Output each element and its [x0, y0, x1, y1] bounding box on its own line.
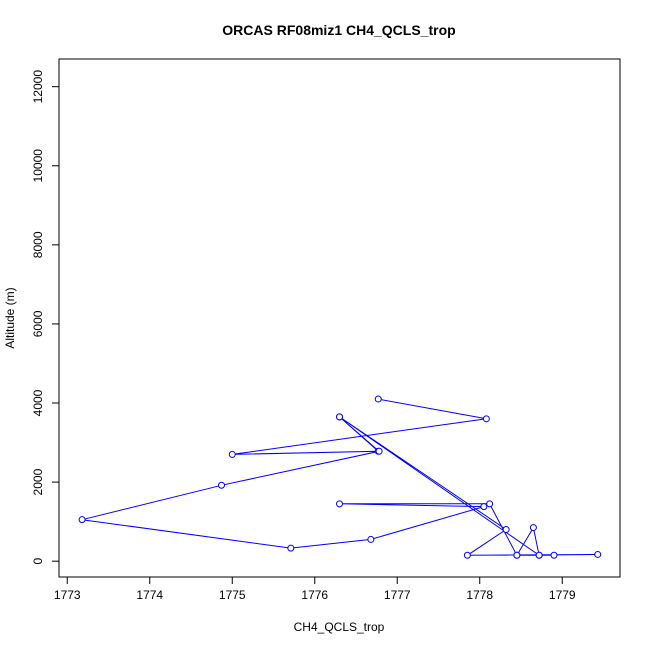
data-point — [480, 503, 488, 511]
data-point — [482, 415, 490, 423]
data-point — [336, 500, 343, 508]
plot-frame — [58, 58, 621, 578]
x-tick-label: 1774 — [136, 588, 163, 602]
data-point — [550, 551, 558, 559]
x-tick-label: 1779 — [549, 588, 576, 602]
data-point — [374, 395, 382, 403]
x-tick-label: 1778 — [466, 588, 493, 602]
x-tick-label: 1775 — [219, 588, 246, 602]
y-tick-label: 12000 — [31, 70, 45, 104]
data-point — [78, 516, 86, 524]
x-tick-label: 1777 — [384, 588, 411, 602]
x-axis: 1773 1774 1775 1776 1777 1778 1779 — [54, 576, 576, 602]
data-point — [502, 526, 510, 534]
chart-title: ORCAS RF08miz1 CH4_QCLS_trop — [222, 22, 455, 38]
data-point — [287, 544, 295, 552]
data-point — [529, 524, 537, 532]
data-point — [463, 551, 471, 559]
x-tick-label: 1773 — [54, 588, 81, 602]
x-tick-label: 1776 — [301, 588, 328, 602]
x-axis-label: CH4_QCLS_trop — [294, 620, 385, 634]
data-point — [336, 413, 343, 421]
y-tick-label: 10000 — [31, 149, 45, 183]
y-tick-label: 8000 — [31, 231, 45, 258]
y-tick-label: 0 — [31, 558, 45, 565]
data-point — [535, 551, 543, 559]
y-tick-label: 2000 — [31, 468, 45, 495]
series-line — [81, 398, 598, 556]
y-axis: 0 2000 4000 6000 8000 10000 12000 — [31, 70, 60, 565]
data-point — [375, 447, 383, 455]
series-layer — [78, 395, 602, 559]
data-point — [513, 551, 521, 559]
data-point — [367, 535, 375, 543]
y-tick-label: 4000 — [31, 389, 45, 416]
data-point — [228, 450, 236, 458]
y-tick-label: 6000 — [31, 310, 45, 337]
data-point — [486, 500, 494, 508]
data-point — [218, 481, 226, 489]
data-point — [594, 550, 602, 558]
y-axis-label: Altitude (m) — [3, 287, 17, 348]
